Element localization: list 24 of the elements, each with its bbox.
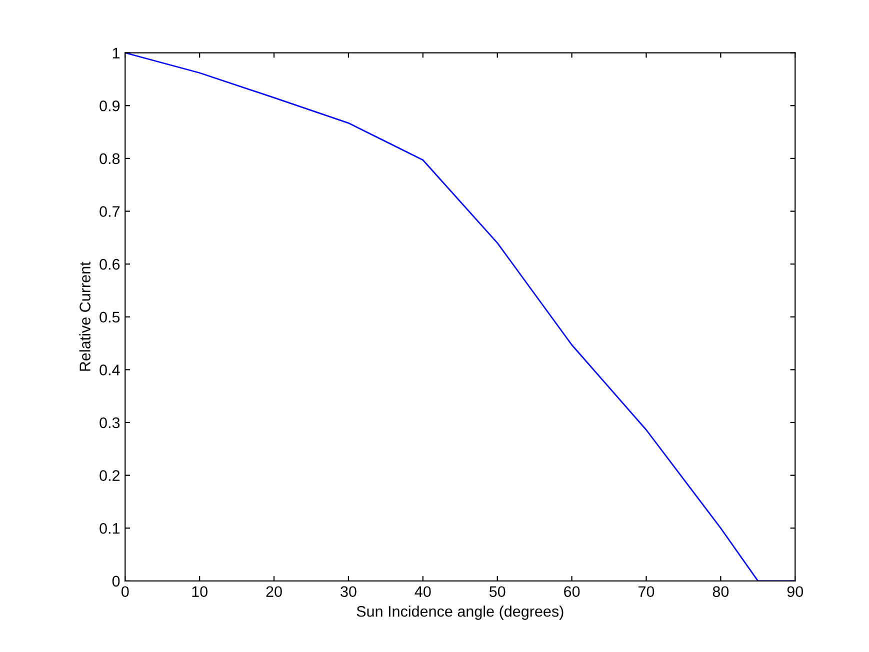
- x-tick-label: 30: [340, 586, 356, 598]
- x-tick-label: 0: [121, 586, 129, 598]
- x-tick-label: 40: [414, 586, 431, 598]
- y-tick-label: 0.5: [100, 312, 120, 323]
- x-tick-label: 60: [564, 586, 580, 598]
- x-tick-label: 20: [266, 586, 282, 598]
- y-tick-label: 0.2: [100, 470, 120, 481]
- x-axis-title: Sun Incidence angle (degrees): [356, 606, 564, 620]
- y-tick-label: 0.8: [100, 153, 120, 164]
- y-tick-label: 0.4: [100, 364, 120, 376]
- line-series: [125, 52, 796, 581]
- y-tick-label: 0.9: [100, 100, 120, 112]
- x-tick-label: 10: [192, 586, 208, 598]
- y-tick-label: 0: [112, 576, 120, 587]
- x-tick-label: 80: [712, 586, 729, 598]
- y-tick-label: 0.7: [100, 206, 120, 217]
- x-tick-label: 50: [489, 586, 506, 598]
- y-axis-title: Relative Current: [79, 262, 90, 371]
- y-tick-label: 0.6: [100, 258, 120, 270]
- x-tick-label: 70: [638, 586, 654, 598]
- y-tick-label: 0.1: [100, 522, 120, 534]
- x-tick-label: 90: [787, 586, 804, 598]
- y-tick-label: 0.3: [100, 417, 120, 428]
- y-tick-label: 1: [112, 48, 120, 58]
